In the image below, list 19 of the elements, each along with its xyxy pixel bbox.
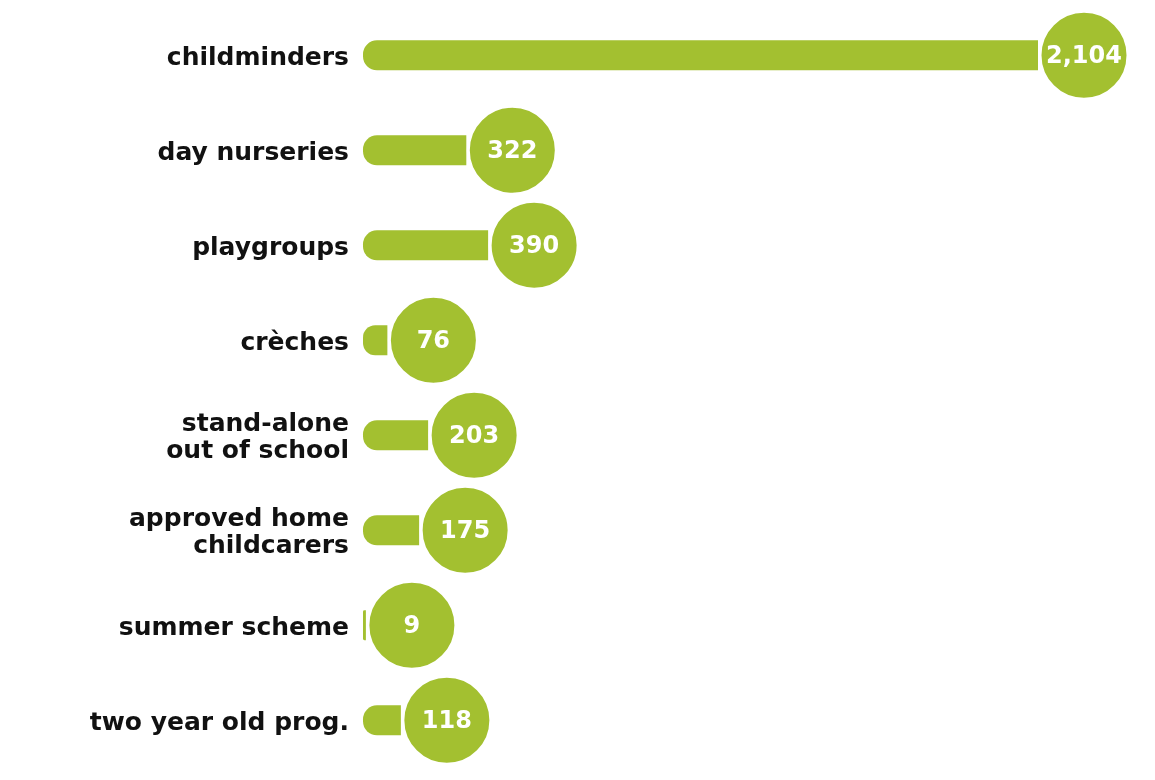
data-label: 118	[421, 706, 472, 735]
data-label: 203	[449, 421, 500, 450]
data-label: 2,104	[1046, 41, 1122, 70]
y-tick-label: crèches	[240, 326, 349, 355]
data-label: 175	[440, 516, 491, 545]
bar	[363, 610, 366, 641]
data-label: 390	[509, 231, 560, 260]
data-label: 9	[403, 611, 421, 640]
bar	[363, 40, 1038, 71]
y-tick-label: summer scheme	[118, 611, 349, 640]
y-tick-label: playgroups	[192, 231, 349, 260]
data-label: 322	[487, 136, 538, 165]
data-label: 76	[416, 326, 451, 355]
y-tick-label: stand-alone out of school	[166, 407, 349, 464]
bar	[363, 515, 420, 546]
y-tick-label: day nurseries	[157, 136, 349, 165]
y-tick-label: approved home childcarers	[129, 502, 349, 559]
y-tick-label: childminders	[166, 41, 349, 70]
y-tick-label: two year old prog.	[89, 706, 349, 735]
